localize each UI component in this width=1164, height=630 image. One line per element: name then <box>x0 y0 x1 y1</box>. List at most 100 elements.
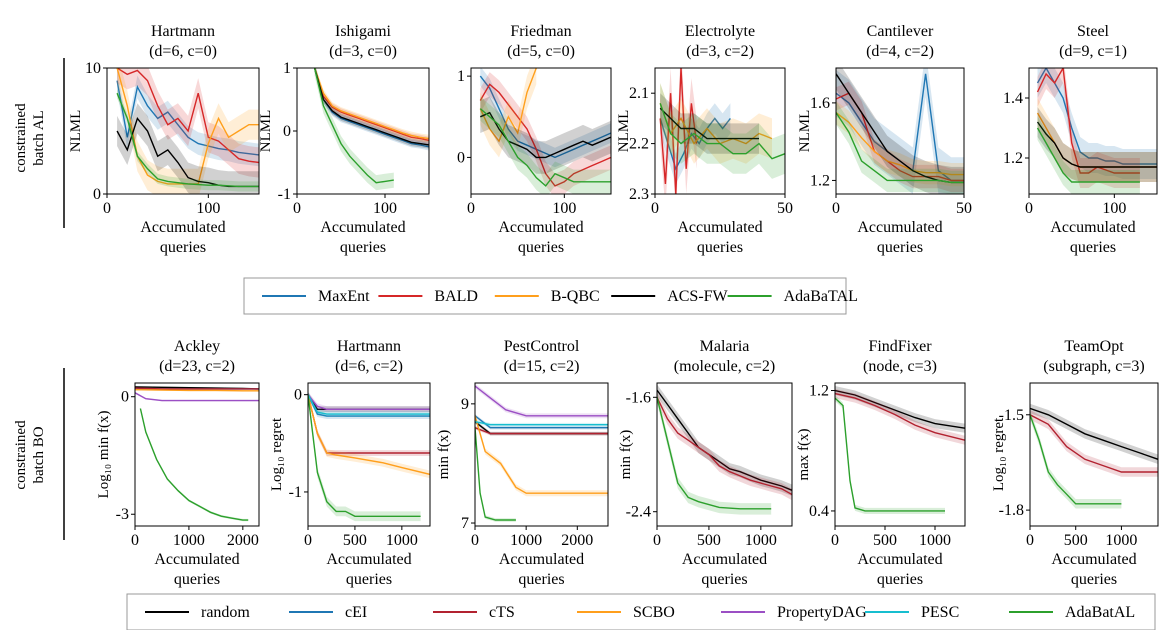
y-tick-label: 0 <box>457 149 465 166</box>
series-line-6 <box>139 408 249 521</box>
x-tick-label: 500 <box>697 532 721 549</box>
chart-title: PestControl <box>504 338 580 355</box>
x-tick-label: 0 <box>293 200 301 217</box>
chart-title: Electrolyte <box>685 23 755 40</box>
y-tick-label: 0 <box>283 123 291 140</box>
y-tick-label: 0 <box>121 389 129 406</box>
axes-frame <box>656 382 793 527</box>
plot-area <box>657 384 792 515</box>
x-tick-label: 2000 <box>227 532 259 549</box>
y-tick-label: -1.6 <box>626 389 651 406</box>
x-axis-label: queries <box>174 571 220 588</box>
plot-area <box>659 68 785 194</box>
plot-area <box>1036 68 1157 194</box>
chart-title: Malaria <box>700 338 750 355</box>
x-tick-label: 0 <box>103 200 111 217</box>
chart-panel-12: 0 500 1000 -1.5 -1.8 TeamOpt (subgraph, c=3) Ac… <box>991 338 1159 588</box>
y-axis-label: min f(x) <box>618 430 634 480</box>
row-label-bo-line1: constrained <box>13 420 29 490</box>
y-tick-label: 1.2 <box>810 172 830 189</box>
y-tick-label: 0 <box>93 186 101 203</box>
series-band-4 <box>836 68 964 194</box>
series-line-3 <box>836 112 964 176</box>
y-tick-label: -1 <box>289 484 302 501</box>
series-line-3 <box>308 394 430 454</box>
y-axis-label: Log₁₀ regret <box>269 417 285 491</box>
series-band-3 <box>117 68 259 194</box>
x-axis-label: Accumulated <box>498 219 583 236</box>
legend-label: SCBO <box>633 604 675 621</box>
series-band-4 <box>308 390 430 479</box>
axes-frame <box>106 67 260 195</box>
x-tick-label: 0 <box>653 532 661 549</box>
chart-title: (d=3, c=2) <box>686 43 754 60</box>
legend-label: MaxEnt <box>318 288 370 305</box>
y-tick-label: 2.2 <box>629 136 649 153</box>
series-band-1 <box>480 68 611 168</box>
chart-title: FindFixer <box>868 338 932 355</box>
y-tick-label: 1 <box>283 60 291 77</box>
chart-title: (molecule, c=2) <box>674 358 775 375</box>
series-line-2 <box>1030 414 1158 473</box>
series-line-4 <box>135 389 259 392</box>
plot-area <box>308 389 430 522</box>
x-tick-label: 0 <box>467 200 475 217</box>
x-axis-label: Accumulated <box>154 551 239 568</box>
y-tick-label: -2.4 <box>626 504 651 521</box>
series-band-1 <box>308 391 430 413</box>
series-line-6 <box>308 394 430 415</box>
legend-label: PropertyDAG <box>777 604 867 621</box>
series-band-5 <box>836 101 964 194</box>
chart-title: (d=4, c=2) <box>866 43 934 60</box>
chart-panel-4: 0 50 2.1 2.2 2.3 Electrolyte (d=3, c=2) Accumul… <box>616 23 793 256</box>
series-line-1 <box>1036 68 1157 165</box>
series-line-5 <box>1036 127 1140 183</box>
series-band-4 <box>117 103 259 194</box>
series-band-2 <box>117 68 259 178</box>
y-tick-label: 9 <box>461 396 469 413</box>
series-line-5 <box>308 394 430 410</box>
x-axis-label: queries <box>518 239 564 256</box>
series-band-1 <box>1030 403 1158 464</box>
series-band-4 <box>1037 107 1157 182</box>
series-band-5 <box>308 391 430 413</box>
x-axis-label: Accumulated <box>682 551 767 568</box>
series-line-1 <box>835 389 965 429</box>
y-axis-label: NLML <box>616 110 632 153</box>
legend-label: AdaBaTAL <box>784 288 858 305</box>
plot-area <box>135 386 259 522</box>
axes-frame <box>654 67 786 195</box>
chart-panel-11: 0 500 1000 1.2 0.4 FindFixer (node, c=3) Accumu… <box>796 338 966 588</box>
chart-title: (d=3, c=0) <box>329 43 397 60</box>
series-line-4 <box>313 68 429 146</box>
series-line-5 <box>475 385 608 417</box>
series-band-1 <box>835 386 965 433</box>
row-label-al-line1: constrained <box>13 103 29 173</box>
series-band-3 <box>308 391 430 456</box>
series-band-1 <box>836 68 964 194</box>
series-line-6 <box>475 421 608 426</box>
series-line-2 <box>659 68 698 194</box>
y-axis-label: NLML <box>797 110 813 153</box>
legend-label: cTS <box>489 604 515 621</box>
x-axis-label: queries <box>697 239 743 256</box>
chart-panel-3: 0 100 1 0 Friedman (d=5, c=0) Accumulated queri… <box>457 23 612 256</box>
series-line-5 <box>116 92 259 188</box>
y-tick-label: 1.2 <box>1003 150 1023 167</box>
legend-label: B-QBC <box>551 288 600 305</box>
plot-area <box>116 68 259 194</box>
legend-label: random <box>201 604 250 621</box>
y-tick-label: 2.3 <box>629 186 649 203</box>
series-band-4 <box>480 96 611 174</box>
chart-panel-6: 0 100 1.4 1.2 Steel (d=9, c=1) Accumulated quer… <box>1003 23 1158 256</box>
series-band-3 <box>660 83 772 164</box>
chart-panel-5: 0 50 1.6 1.2 Cantilever (d=4, c=2) Accumulated… <box>797 23 972 256</box>
series-band-3 <box>836 101 964 187</box>
plot-area <box>479 68 611 194</box>
x-tick-label: 0 <box>832 200 840 217</box>
series-band-5 <box>475 383 608 419</box>
series-line-5 <box>659 103 785 160</box>
series-band-5 <box>480 96 611 194</box>
series-band-2 <box>657 391 792 501</box>
chart-panel-10: 0 500 1000 -1.6 -2.4 Malaria (molecule, c=2) Ac… <box>618 338 793 588</box>
